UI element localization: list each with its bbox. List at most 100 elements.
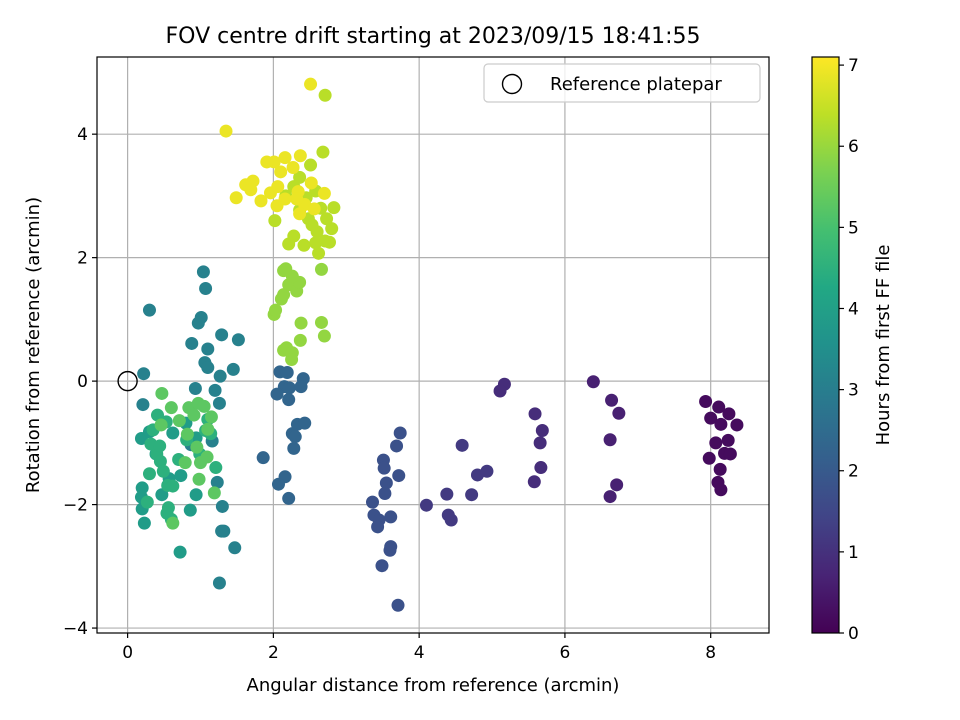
data-point xyxy=(166,516,180,530)
data-point xyxy=(190,440,204,454)
data-point xyxy=(174,469,188,483)
data-point xyxy=(493,384,507,398)
colorbar-tick-label: 0 xyxy=(848,624,859,644)
colorbar-tick-label: 7 xyxy=(848,56,859,76)
data-point xyxy=(371,520,385,534)
data-point xyxy=(155,386,169,400)
data-point xyxy=(586,375,600,389)
data-point xyxy=(294,316,308,330)
data-point xyxy=(226,362,240,376)
data-point xyxy=(465,488,479,502)
data-point xyxy=(316,145,330,159)
data-point xyxy=(712,400,726,414)
colorbar-tick-label: 5 xyxy=(848,218,859,238)
data-point xyxy=(215,499,229,513)
data-point xyxy=(192,472,206,486)
data-point xyxy=(155,488,169,502)
x-tick-label: 6 xyxy=(560,643,571,663)
reference-marker xyxy=(117,370,138,392)
data-point xyxy=(309,236,323,250)
data-point xyxy=(704,411,718,425)
data-point xyxy=(384,510,398,524)
data-point xyxy=(709,436,723,450)
y-tick-label: 4 xyxy=(77,125,88,145)
data-point xyxy=(199,282,213,296)
data-point xyxy=(137,516,151,530)
data-point xyxy=(172,414,186,428)
data-point xyxy=(325,222,339,236)
data-point xyxy=(277,288,291,302)
data-point xyxy=(699,394,713,408)
data-point xyxy=(317,186,331,200)
data-point xyxy=(323,235,337,249)
data-point xyxy=(375,559,389,573)
data-point xyxy=(212,576,226,590)
data-point xyxy=(185,336,199,350)
data-point xyxy=(213,369,227,383)
data-point xyxy=(533,436,547,450)
colorbar-tick-label: 3 xyxy=(848,381,859,401)
data-point xyxy=(270,387,284,401)
data-point xyxy=(721,433,735,447)
data-point xyxy=(603,433,617,447)
data-point xyxy=(320,212,334,226)
data-point xyxy=(209,461,223,475)
data-point xyxy=(327,201,341,215)
data-point xyxy=(312,246,326,260)
data-point xyxy=(282,491,296,505)
data-point xyxy=(219,124,233,138)
data-point xyxy=(208,383,222,397)
data-point xyxy=(304,158,318,172)
data-point xyxy=(215,524,229,538)
data-point xyxy=(189,488,203,502)
data-point xyxy=(279,262,293,276)
data-point xyxy=(142,303,156,317)
colorbar-tick-label: 1 xyxy=(848,543,859,563)
data-point xyxy=(153,439,167,453)
data-point xyxy=(285,353,299,367)
data-point xyxy=(535,424,549,438)
data-point xyxy=(305,218,319,232)
grid-lines xyxy=(97,57,769,633)
x-tick-label: 2 xyxy=(268,643,279,663)
data-point xyxy=(714,483,728,497)
data-point xyxy=(317,329,331,343)
data-point xyxy=(730,418,744,432)
data-point xyxy=(366,495,380,509)
data-point xyxy=(215,328,229,342)
data-point xyxy=(201,422,215,436)
data-point xyxy=(271,477,285,491)
data-point xyxy=(154,418,168,432)
x-tick-label: 8 xyxy=(705,643,716,663)
data-point xyxy=(528,407,542,421)
data-point xyxy=(290,192,304,206)
data-point xyxy=(287,441,301,455)
data-point xyxy=(178,456,192,470)
y-tick-label: 0 xyxy=(77,372,88,392)
legend-box xyxy=(483,63,761,103)
data-point xyxy=(378,486,392,500)
data-point xyxy=(455,438,469,452)
data-point xyxy=(714,417,728,431)
data-point xyxy=(383,543,397,557)
data-point xyxy=(201,342,215,356)
colorbar-tick-label: 4 xyxy=(848,299,859,319)
data-point xyxy=(212,396,226,410)
data-point xyxy=(612,406,626,420)
y-ticks: −4 −2 0 2 4 xyxy=(63,125,97,639)
colorbar-tick-label: 6 xyxy=(848,137,859,157)
data-point xyxy=(268,214,282,228)
data-point xyxy=(156,464,170,478)
data-point xyxy=(605,393,619,407)
legend: Reference platepar xyxy=(483,63,761,103)
y-axis-label: Rotation from reference (arcmin) xyxy=(23,197,44,493)
colorbar-ticks: 0 1 2 3 4 5 6 7 xyxy=(839,56,859,644)
data-point xyxy=(293,170,307,184)
legend-label: Reference platepar xyxy=(550,74,722,95)
data-point xyxy=(713,462,727,476)
data-point xyxy=(286,161,300,175)
data-point xyxy=(723,447,737,461)
colorbar-tick-label: 2 xyxy=(848,462,859,482)
colorbar-gradient xyxy=(811,56,840,634)
plot-frame xyxy=(96,56,770,634)
